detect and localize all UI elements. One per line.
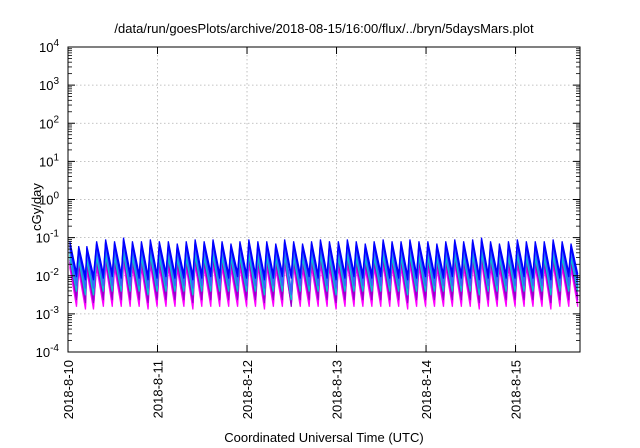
y-tick-mantissa: 10 [39,154,53,169]
y-tick-exponent: -4 [50,343,59,354]
y-tick-exponent: -2 [50,267,59,278]
y-tick-exponent: 3 [53,76,59,87]
y-tick-label: 10-1 [36,229,60,246]
x-tick-label: 2018-8-14 [419,360,434,419]
x-tick-label: 2018-8-13 [330,360,345,419]
y-tick-label: 10-4 [36,343,60,360]
series-line [69,245,579,296]
series-line [69,241,579,281]
y-tick-mantissa: 10 [39,116,53,131]
y-tick-exponent: 2 [53,114,59,125]
series-line [69,253,579,301]
series-line [69,261,579,310]
y-tick-label: 102 [39,114,59,131]
series-group [69,237,579,310]
y-tick-mantissa: 10 [36,231,50,246]
y-tick-label: 10-2 [36,267,60,284]
x-axis-label: Coordinated Universal Time (UTC) [224,430,423,445]
x-tick-label: 2018-8-12 [240,360,255,419]
y-tick-label: 103 [39,76,59,93]
grid [68,47,580,352]
y-tick-exponent: 1 [53,152,59,163]
y-tick-mantissa: 10 [36,345,50,360]
y-axis-label: cGy/day [29,183,44,231]
y-tick-label: 104 [39,38,59,55]
y-tick-exponent: 4 [53,38,59,49]
y-tick-mantissa: 10 [36,307,50,322]
y-tick-label: 100 [39,191,59,208]
chart-title: /data/run/goesPlots/archive/2018-08-15/1… [114,21,534,36]
y-tick-label: 10-3 [36,305,60,322]
x-tick-labels: 2018-8-10 2018-8-11 2018-8-12 2018-8-13 2018… [61,360,524,419]
series-line [69,257,579,307]
y-tick-mantissa: 10 [39,40,53,55]
y-tick-mantissa: 10 [39,193,53,208]
y-tick-exponent: -1 [50,229,59,240]
x-tick-label: 2018-8-15 [509,360,524,419]
x-tick-label: 2018-8-11 [151,360,166,418]
x-tick-label: 2018-8-10 [61,360,76,419]
series-layer [69,237,579,310]
ticks [67,46,580,353]
y-tick-label: 101 [39,152,59,169]
y-tick-mantissa: 10 [39,78,53,93]
y-tick-exponent: 0 [53,191,59,202]
y-tick-mantissa: 10 [36,269,50,284]
y-tick-exponent: -3 [50,305,59,316]
